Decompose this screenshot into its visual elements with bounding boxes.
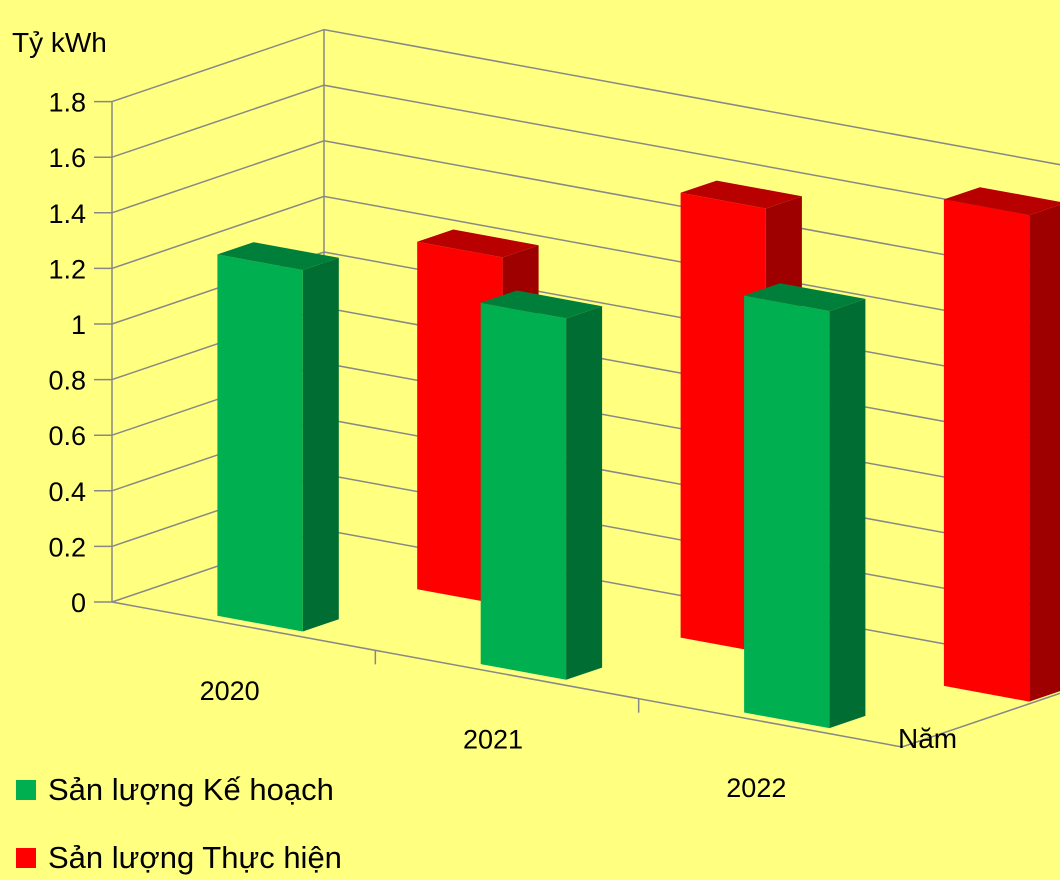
bar-side xyxy=(302,257,339,632)
legend-label-plan: Sản lượng Kế hoạch xyxy=(48,772,334,807)
y-tick-label: 1.6 xyxy=(48,143,86,173)
bar-top xyxy=(480,290,603,319)
bar-actual-2022 xyxy=(943,187,1060,702)
legend-swatch-plan xyxy=(16,780,36,800)
gridline xyxy=(111,28,1060,166)
y-tick-label: 1.8 xyxy=(48,88,86,118)
legend-swatch-actual xyxy=(16,848,36,868)
y-tick-labels: 0 0.2 0.4 0.6 0.8 1 1.2 1.4 1.6 1.8 xyxy=(48,88,86,618)
y-tick-label: 0.4 xyxy=(48,477,86,507)
legend-item-plan: Sản lượng Kế hoạch xyxy=(16,772,334,808)
y-axis-title: Tỷ kWh xyxy=(12,27,107,58)
bar-front xyxy=(943,199,1030,702)
bars xyxy=(217,180,1060,729)
legend-label-actual: Sản lượng Thực hiện xyxy=(48,840,342,875)
legend-item-actual: Sản lượng Thực hiện xyxy=(16,840,342,876)
y-tick-label: 0.8 xyxy=(48,366,86,396)
x-axis-title: Năm xyxy=(898,723,957,754)
bar-front xyxy=(744,295,830,729)
y-tick-label: 1.4 xyxy=(48,199,86,229)
y-tick-label: 1.2 xyxy=(48,254,86,284)
x-tick-label: 2020 xyxy=(200,676,260,706)
bar-side xyxy=(1029,204,1060,702)
bar-top xyxy=(217,242,339,271)
bar-plan-2021 xyxy=(480,290,603,680)
bar-side xyxy=(566,306,603,680)
bar-top xyxy=(417,229,539,258)
x-tick-labels: 2020 2021 2022 xyxy=(200,676,787,803)
bar-front xyxy=(217,254,303,632)
y-tick-label: 0 xyxy=(71,588,86,618)
y-tick-label: 1 xyxy=(71,310,86,340)
bar-plan-2020 xyxy=(217,242,339,632)
bar-top xyxy=(680,180,802,209)
bar-plan-2022 xyxy=(744,283,866,729)
gridline xyxy=(111,84,1060,222)
y-tick-label: 0.6 xyxy=(48,421,86,451)
bar-top xyxy=(943,187,1060,216)
bar-top xyxy=(744,283,866,312)
bar-side xyxy=(829,298,866,729)
x-tick-label: 2021 xyxy=(463,725,523,755)
x-tick-label: 2022 xyxy=(726,773,786,803)
y-tick-label: 0.2 xyxy=(48,532,86,562)
bar-front xyxy=(480,302,567,680)
